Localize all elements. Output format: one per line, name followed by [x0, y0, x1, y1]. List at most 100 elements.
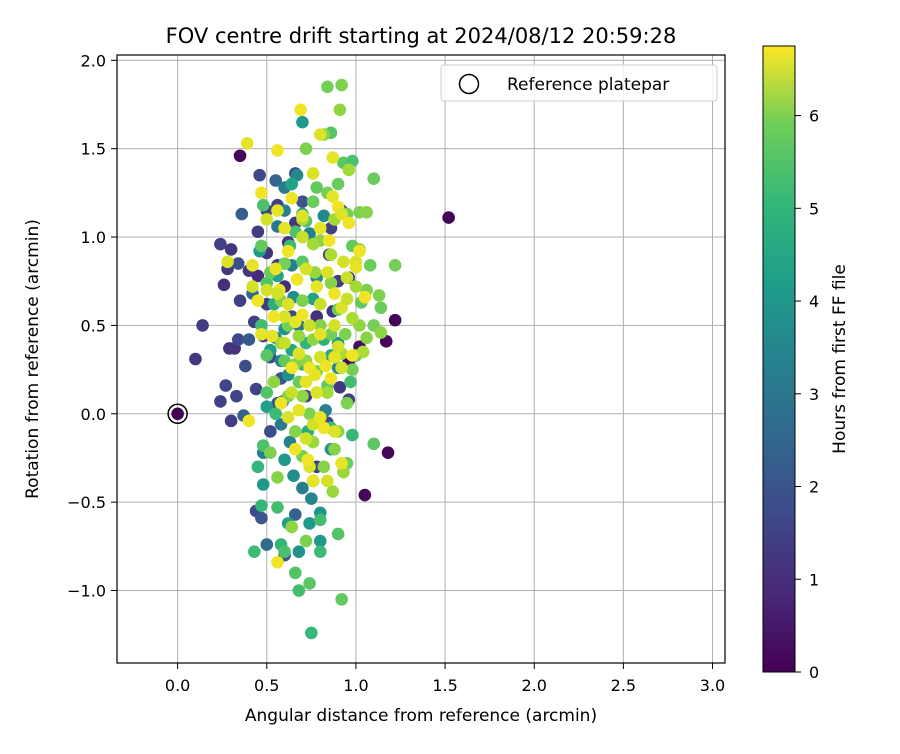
data-point [233, 149, 247, 163]
data-point [335, 361, 348, 375]
data-point [363, 259, 377, 272]
data-point [319, 359, 332, 373]
data-point [313, 319, 327, 332]
data-point [442, 211, 455, 224]
data-point [313, 128, 327, 141]
data-point [306, 237, 320, 251]
data-point [305, 492, 318, 505]
data-point [313, 221, 327, 235]
data-point [321, 266, 334, 279]
data-point [317, 421, 331, 435]
data-point [346, 312, 359, 325]
data-point [290, 273, 304, 286]
data-point [217, 278, 231, 292]
data-point [255, 511, 268, 525]
x-tick-label: 1.0 [343, 676, 368, 695]
data-point [285, 386, 299, 399]
data-point [267, 310, 281, 323]
data-point [331, 527, 345, 541]
data-point [278, 453, 291, 467]
data-point [219, 379, 233, 392]
data-point [296, 308, 309, 322]
data-point [256, 478, 270, 491]
data-point [388, 313, 402, 327]
data-point [260, 349, 274, 362]
y-axis-ticks: −1.0 −0.5 0.0 0.5 1.0 1.5 2.0 [67, 51, 117, 601]
data-point [292, 584, 306, 597]
legend: Reference platepar [440, 64, 718, 102]
data-point [344, 375, 357, 389]
data-point [189, 352, 202, 366]
data-point [292, 403, 306, 417]
data-point [260, 538, 274, 551]
data-point [251, 225, 265, 239]
data-point [358, 290, 372, 304]
data-point [313, 411, 327, 424]
data-point [251, 294, 265, 307]
data-point [313, 534, 327, 548]
data-point [214, 237, 227, 251]
colorbar-label: Hours from first FF file [830, 264, 850, 454]
data-point [267, 375, 281, 389]
colorbar-tick-label: 1 [809, 570, 819, 589]
data-point [335, 593, 348, 606]
data-point [358, 488, 372, 502]
data-point [299, 432, 313, 445]
data-point [308, 368, 322, 382]
data-point [288, 425, 302, 438]
colorbar-tick-label: 0 [809, 663, 819, 682]
data-point [299, 262, 313, 276]
x-axis-ticks: 0.0 0.5 1.0 1.5 2.0 2.5 3.0 [165, 663, 725, 695]
data-point [331, 177, 345, 191]
data-point [313, 513, 327, 527]
colorbar-tick-label: 5 [809, 199, 819, 218]
data-point [328, 425, 341, 438]
data-point [260, 386, 274, 399]
data-point [249, 382, 263, 396]
data-point [296, 209, 309, 223]
data-point [242, 333, 256, 346]
data-point [260, 283, 274, 297]
data-point [223, 342, 236, 355]
data-point [335, 207, 348, 221]
x-tick-label: 2.0 [521, 676, 546, 695]
data-point [328, 319, 341, 332]
reference-marker-ring [167, 403, 188, 425]
data-point [260, 213, 274, 226]
data-point [310, 181, 323, 194]
data-point [292, 545, 306, 558]
data-point [353, 244, 366, 258]
data-point [269, 174, 282, 187]
data-point [310, 280, 323, 293]
colorbar-tick-label: 6 [809, 107, 819, 126]
x-tick-label: 3.0 [700, 676, 725, 695]
data-point [281, 297, 295, 311]
data-point [333, 103, 347, 117]
data-point [328, 350, 341, 364]
data-point [214, 395, 227, 408]
data-point [278, 221, 291, 235]
data-point [274, 396, 288, 410]
x-tick-label: 2.5 [611, 676, 636, 695]
data-point [255, 319, 268, 332]
data-point [255, 186, 268, 200]
data-point [171, 407, 184, 421]
data-point [292, 347, 306, 360]
colorbar-tick-label: 3 [809, 385, 819, 404]
data-point [296, 115, 309, 129]
x-tick-label: 1.5 [432, 676, 457, 695]
data-point [333, 380, 347, 394]
data-point [255, 499, 268, 512]
data-point [269, 262, 282, 276]
data-point [310, 386, 323, 399]
data-point [230, 389, 243, 403]
data-point [374, 301, 388, 315]
data-point [246, 259, 259, 272]
data-point [374, 326, 388, 339]
colorbar-ticks: 0 1 2 3 4 5 6 [795, 107, 819, 682]
data-point [313, 327, 327, 341]
data-point [278, 310, 291, 323]
data-point [292, 329, 306, 343]
colorbar-tick-label: 4 [809, 292, 819, 311]
